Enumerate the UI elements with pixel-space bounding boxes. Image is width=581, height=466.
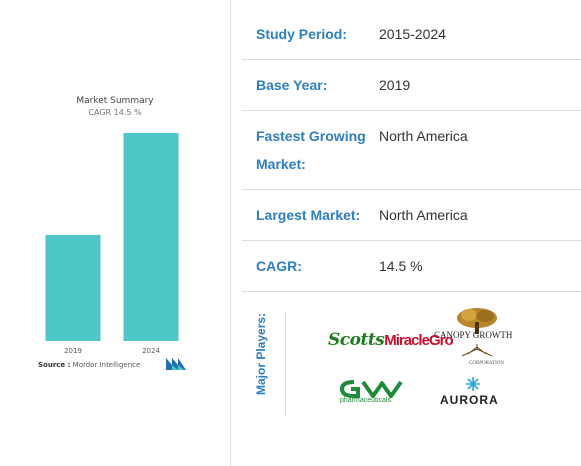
- row-fastest-growing: Fastest Growing Market: North America: [242, 111, 581, 190]
- scotts-logo-part2: MiracleGro: [384, 332, 453, 349]
- study-period-label: Study Period:: [256, 26, 348, 42]
- largest-market-label: Largest Market:: [256, 207, 361, 223]
- source-value: Mordor Intelligence: [72, 361, 141, 369]
- gw-pharmaceuticals-logo-icon: [340, 380, 403, 398]
- mordor-intelligence-logo-icon: [166, 358, 186, 370]
- fastest-growing-label: Fastest Growing: [256, 128, 366, 144]
- bar-2024: [123, 133, 179, 341]
- base-year-value: 2019: [379, 77, 411, 93]
- row-study-period: Study Period: 2015-2024: [242, 8, 581, 60]
- chart-title: Market Summary: [76, 96, 154, 106]
- aurora-star-icon: [466, 377, 480, 391]
- chart-subtitle: CAGR 14.5 %: [88, 108, 142, 117]
- aurora-logo: AURORA: [440, 393, 499, 407]
- canopy-growth-logo: CANOPY GROWTH: [434, 330, 513, 340]
- players-divider: [285, 312, 286, 416]
- study-period-value: 2015-2024: [379, 26, 446, 42]
- cagr-value: 14.5 %: [379, 258, 423, 274]
- canopy-corporation-text: CORPORATION: [469, 361, 505, 366]
- market-summary-chart: Market Summary CAGR 14.5 % 2019 2024 Sour…: [0, 0, 230, 466]
- major-players-label: Major Players:: [254, 312, 268, 395]
- scotts-miraclegro-logo: ScottsMiracleGro: [328, 330, 454, 350]
- row-cagr: CAGR: 14.5 %: [242, 241, 581, 292]
- gw-pharmaceuticals-subtext: pharmaceuticals: [340, 397, 391, 404]
- canopy-tree-icon: [457, 308, 497, 334]
- major-players-section: Major Players: ScottsMiracleGro CANOPY G…: [242, 292, 581, 462]
- base-year-label: Base Year:: [256, 77, 328, 93]
- fastest-growing-value: North America: [379, 128, 468, 144]
- canopy-roots-icon: [461, 344, 493, 357]
- fastest-growing-label-line2: Market:: [256, 156, 306, 172]
- row-base-year: Base Year: 2019: [242, 60, 581, 111]
- scotts-logo-part1: Scotts: [328, 330, 385, 350]
- largest-market-value: North America: [379, 207, 468, 223]
- source-label: Source :: [38, 361, 71, 369]
- bar-2019: [45, 234, 101, 341]
- x-tick-label: 2019: [64, 347, 82, 355]
- row-largest-market: Largest Market: North America: [242, 190, 581, 241]
- source-note: Source : Mordor Intelligence: [38, 361, 140, 369]
- chart-canvas: 2019 2024: [45, 133, 179, 355]
- x-tick-label: 2024: [142, 347, 160, 355]
- cagr-label: CAGR:: [256, 258, 302, 274]
- panel-divider: [230, 0, 231, 466]
